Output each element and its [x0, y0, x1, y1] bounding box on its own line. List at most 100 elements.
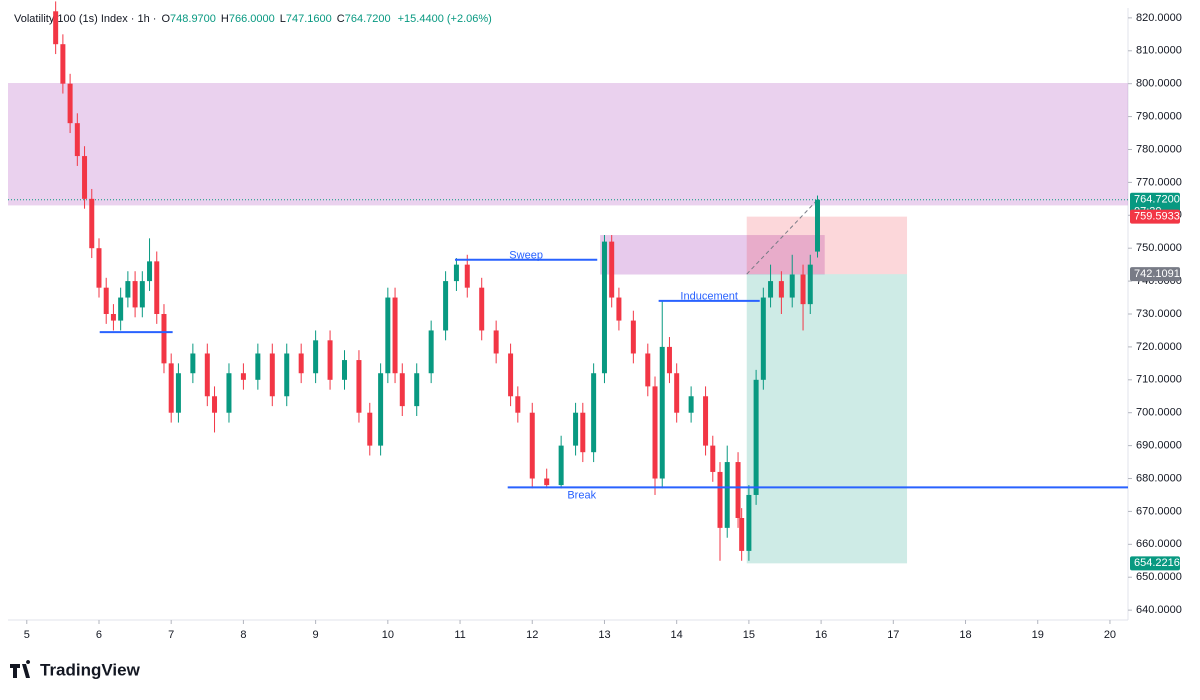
candle-body — [89, 198, 95, 249]
candle-body — [226, 373, 232, 413]
candle-body — [399, 373, 405, 407]
x-tick-label: 19 — [1032, 629, 1044, 641]
candle-body — [739, 518, 745, 551]
candle-body — [800, 274, 806, 305]
y-tick-label: 690.0000 — [1136, 440, 1182, 452]
candle-body — [385, 297, 391, 374]
candle-body — [342, 360, 348, 380]
x-tick-label: 17 — [887, 629, 899, 641]
candle-body — [778, 281, 784, 298]
x-tick-label: 16 — [815, 629, 827, 641]
y-tick-label: 730.0000 — [1136, 308, 1182, 320]
candle-body — [53, 11, 59, 45]
candle-body — [96, 248, 102, 288]
annotation-label: Inducement — [680, 291, 737, 303]
candle-body — [464, 264, 470, 288]
header-text: +15.4400 (+2.06%) — [398, 13, 492, 25]
candle-body — [807, 264, 813, 305]
annotation-label: Sweep — [509, 250, 543, 262]
y-tick-label: 660.0000 — [1136, 538, 1182, 550]
x-tick-label: 9 — [313, 629, 319, 641]
candle-body — [414, 373, 420, 407]
candle-body — [508, 353, 514, 397]
y-tick-label: 790.0000 — [1136, 110, 1182, 122]
candle-body — [168, 363, 174, 413]
candle-body — [674, 373, 680, 413]
candle-body — [645, 353, 651, 387]
x-tick-label: 14 — [671, 629, 683, 641]
candle-body — [132, 281, 138, 308]
header: Volatility 100 (1s) Index · 1h · O 748.970… — [14, 13, 492, 25]
y-tick-label: 650.0000 — [1136, 571, 1182, 583]
zone — [746, 216, 908, 275]
candle-body — [453, 264, 459, 282]
header-text: O — [161, 13, 170, 25]
candle-body — [710, 445, 716, 472]
candle-body — [753, 379, 759, 495]
y-tick-label: 670.0000 — [1136, 505, 1182, 517]
candle-body — [735, 462, 741, 518]
trend-line — [746, 199, 818, 275]
header-text: L — [280, 13, 286, 25]
candle-body — [479, 287, 485, 331]
candle-body — [125, 281, 131, 298]
y-tick-label: 700.0000 — [1136, 407, 1182, 419]
header-text: 766.0000 — [229, 13, 275, 25]
y-tick-label: 800.0000 — [1136, 78, 1182, 90]
candle-body — [544, 478, 550, 486]
candle-body — [529, 412, 535, 479]
candle-body — [147, 261, 153, 282]
header-text: C — [337, 13, 345, 25]
candle-body — [190, 353, 196, 374]
x-tick-label: 18 — [959, 629, 971, 641]
header-text: 748.9700 — [170, 13, 216, 25]
header-text: 764.7200 — [345, 13, 391, 25]
candle-body — [717, 471, 723, 528]
x-tick-label: 13 — [598, 629, 610, 641]
y-tick-label: 720.0000 — [1136, 341, 1182, 353]
candle-body — [616, 297, 622, 321]
candle-body — [378, 373, 384, 446]
candle-body — [82, 156, 88, 199]
candle-body — [118, 297, 124, 321]
candle-body — [313, 340, 319, 374]
brand: TradingView — [10, 660, 141, 679]
price-label: 764.7200 — [1134, 194, 1180, 206]
candle-body — [493, 330, 499, 354]
price-label-box — [1130, 556, 1180, 571]
price-label-box — [1130, 267, 1180, 282]
price-label: 654.2216 — [1134, 557, 1180, 569]
y-tick-label: 680.0000 — [1136, 472, 1182, 484]
annotation-label: Break — [567, 489, 596, 501]
candle-body — [161, 314, 167, 364]
candle-body — [609, 241, 615, 298]
candle-body — [356, 360, 362, 413]
x-tick-label: 7 — [168, 629, 174, 641]
candle-body — [515, 396, 521, 413]
candle-body — [103, 287, 109, 314]
candle-body — [154, 261, 160, 314]
candle-body — [175, 373, 181, 413]
candle-body — [428, 330, 434, 374]
candle-body — [652, 386, 658, 479]
x-tick-label: 10 — [382, 629, 394, 641]
candle-body — [601, 241, 607, 374]
y-tick-label: 640.0000 — [1136, 604, 1182, 616]
candle-body — [558, 445, 564, 486]
candle-body — [367, 412, 373, 446]
price-label-box — [1130, 209, 1180, 224]
logo-icon — [10, 660, 31, 678]
candle-body — [443, 281, 449, 331]
candle-body — [789, 274, 795, 298]
candle-body — [768, 281, 774, 298]
price-label: 742.1091 — [1134, 268, 1180, 280]
candle-body — [212, 396, 218, 413]
candle-body — [392, 297, 398, 374]
candle-body — [724, 462, 730, 528]
candle-body — [573, 412, 579, 446]
candle-body — [60, 44, 66, 84]
x-tick-label: 20 — [1104, 629, 1116, 641]
candle-body — [580, 412, 586, 453]
